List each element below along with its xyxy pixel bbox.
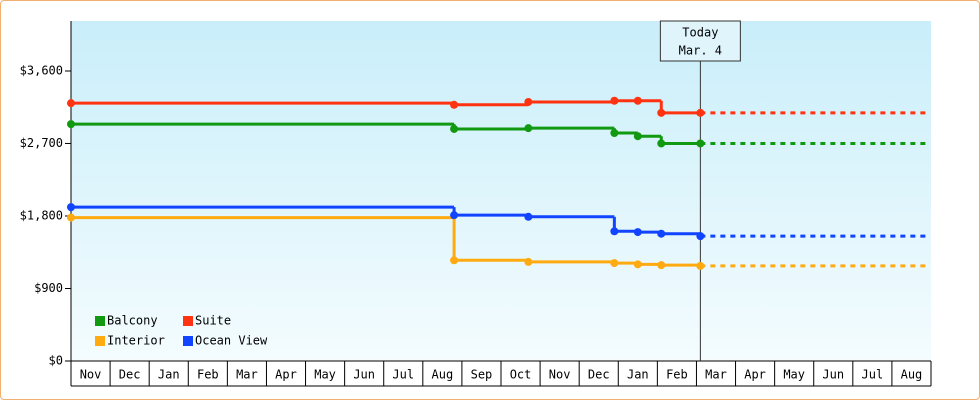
point [524, 212, 533, 221]
legend-swatch [95, 316, 105, 326]
point [633, 260, 642, 269]
point [524, 97, 533, 106]
point [610, 128, 619, 137]
y-tick-label: $2,700 [20, 136, 63, 150]
point [633, 96, 642, 105]
point [450, 211, 459, 220]
x-tick-label: Nov [80, 368, 102, 382]
plot-area [71, 21, 931, 361]
x-tick-label: Jun [353, 368, 375, 382]
legend-label: Suite [195, 314, 231, 328]
point [450, 100, 459, 109]
x-tick-label: Nov [549, 368, 571, 382]
x-tick-label: Apr [275, 368, 297, 382]
y-tick-label: $900 [34, 281, 63, 295]
point [610, 227, 619, 236]
point [657, 229, 666, 238]
x-tick-label: Mar [236, 368, 258, 382]
x-tick-label: Sep [471, 368, 493, 382]
x-tick-label: Jan [627, 368, 649, 382]
x-tick-label: Dec [119, 368, 141, 382]
x-tick-label: Mar [705, 368, 727, 382]
x-tick-label: May [783, 368, 805, 382]
point [633, 228, 642, 237]
point [610, 259, 619, 268]
today-date: Mar. 4 [679, 44, 722, 58]
today-box [659, 20, 741, 62]
today-label: Today [682, 26, 718, 40]
x-tick-label: Jun [822, 368, 844, 382]
x-tick-label: Jan [158, 368, 180, 382]
x-tick-label: Oct [510, 368, 532, 382]
x-tick-label: Feb [197, 368, 219, 382]
x-tick-label: Dec [588, 368, 610, 382]
point [610, 96, 619, 105]
x-tick-label: Aug [432, 368, 454, 382]
point [524, 124, 533, 133]
point [67, 99, 75, 108]
x-tick-label: Jul [862, 368, 884, 382]
point [657, 261, 666, 270]
point [696, 261, 705, 270]
legend-label: Ocean View [195, 334, 268, 348]
point [67, 213, 75, 222]
point [657, 139, 666, 148]
x-tick-label: Feb [666, 368, 688, 382]
point [696, 108, 705, 117]
x-tick-label: Apr [744, 368, 766, 382]
point [696, 232, 705, 241]
legend-swatch [95, 336, 105, 346]
y-tick-label: $1,800 [20, 208, 63, 222]
x-tick-label: May [314, 368, 336, 382]
point [633, 132, 642, 141]
legend-swatch [183, 316, 193, 326]
legend-label: Interior [107, 334, 165, 348]
point [696, 139, 705, 148]
y-tick-label: $0 [49, 354, 63, 368]
y-tick-label: $3,600 [20, 63, 63, 77]
point [67, 203, 75, 212]
point [67, 120, 75, 129]
point [657, 108, 666, 117]
point [450, 124, 459, 133]
x-tick-label: Jul [392, 368, 414, 382]
legend-label: Balcony [107, 314, 158, 328]
point [524, 257, 533, 266]
point [450, 256, 459, 265]
legend-swatch [183, 336, 193, 346]
x-tick-label: Aug [901, 368, 923, 382]
